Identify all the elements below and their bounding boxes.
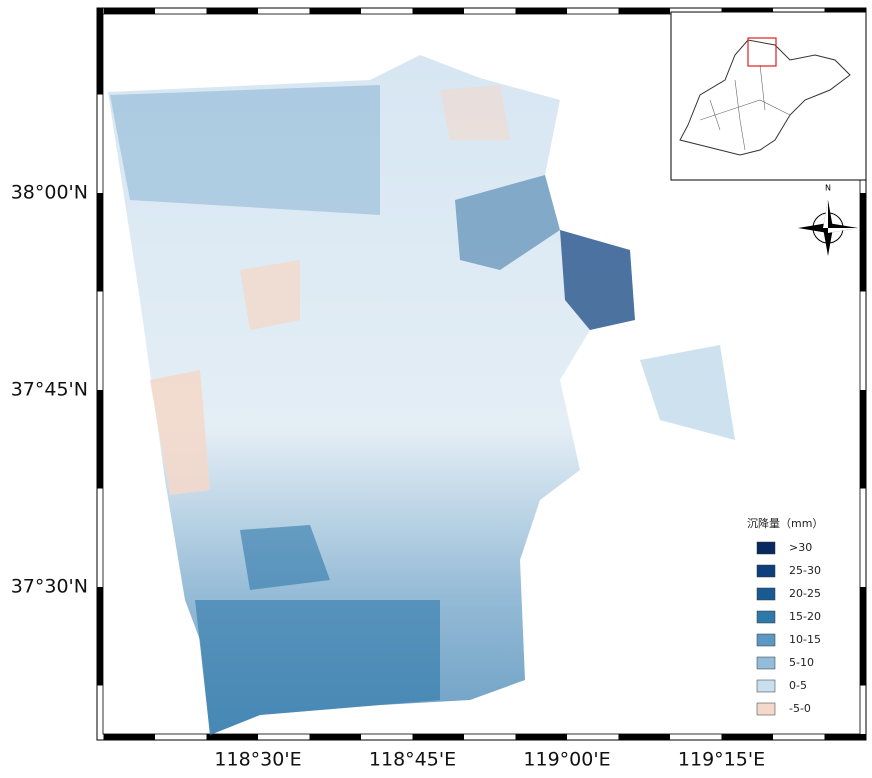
legend-swatch	[756, 702, 776, 716]
legend-label: 15-20	[789, 610, 821, 623]
uplift-area	[150, 370, 210, 495]
border-block	[309, 734, 361, 740]
legend-swatch	[756, 679, 776, 693]
y-tick-label: 37°30'N	[11, 576, 88, 598]
uplift-area	[240, 260, 300, 330]
legend: 沉降量（mm） >30 25-30 20-25 15-20 10-15 5-10 0-5 -5…	[747, 516, 823, 716]
inset-map	[670, 11, 867, 181]
subsidence-cluster	[110, 85, 380, 215]
subsidence-cluster	[455, 175, 560, 270]
legend-swatch	[756, 633, 776, 647]
y-tick-label: 37°45'N	[11, 379, 88, 401]
subsidence-raster	[108, 55, 635, 735]
inner-frame	[102, 13, 861, 735]
legend-label: 20-25	[789, 587, 821, 600]
subsidence-cluster	[560, 230, 635, 330]
border-block	[97, 390, 103, 489]
legend-label: 10-15	[789, 633, 821, 646]
north-label: N	[825, 184, 831, 193]
border-block	[206, 8, 258, 14]
north-arrow: N	[798, 184, 858, 256]
legend-swatch	[756, 610, 776, 624]
legend-label: 5-10	[789, 656, 814, 669]
legend-label: 25-30	[789, 564, 821, 577]
border-block	[618, 734, 670, 740]
x-tick-label: 118°30'E	[214, 749, 301, 771]
legend-swatch	[756, 541, 776, 555]
legend-label: >30	[789, 541, 812, 554]
legend-title: 沉降量（mm）	[747, 516, 823, 530]
border-block	[103, 8, 155, 14]
x-tick-label: 119°15'E	[678, 749, 765, 771]
border-block	[824, 8, 866, 14]
border-block	[860, 587, 866, 686]
border-block	[412, 8, 464, 14]
border-block	[309, 8, 361, 14]
border-block	[618, 8, 670, 14]
border-block	[860, 193, 866, 292]
legend-label: -5-0	[789, 702, 811, 715]
legend-swatch	[756, 656, 776, 670]
legend-swatch	[756, 587, 776, 601]
border-block	[824, 734, 866, 740]
subsidence-cluster	[640, 345, 735, 440]
border-block	[721, 734, 773, 740]
x-tick-label: 118°45'E	[369, 749, 456, 771]
inset-boundaries	[699, 64, 791, 151]
y-tick-label: 38°00'N	[11, 182, 88, 204]
study-area-box	[747, 37, 777, 67]
border-block	[97, 587, 103, 686]
uplift-area	[440, 85, 510, 140]
border-block	[103, 734, 155, 740]
legend-swatch	[756, 564, 776, 578]
legend-label: 0-5	[789, 679, 807, 692]
border-block	[206, 734, 258, 740]
province-outline	[679, 39, 851, 156]
subsidence-cluster	[195, 600, 440, 735]
border-block	[515, 8, 567, 14]
border-block	[860, 390, 866, 489]
study-area	[108, 55, 735, 735]
border-block	[721, 8, 773, 14]
subsidence-cluster	[240, 525, 330, 590]
border-block	[515, 734, 567, 740]
x-tick-label: 119°00'E	[523, 749, 610, 771]
border-block	[412, 734, 464, 740]
border-block	[97, 193, 103, 292]
border-block	[97, 8, 103, 95]
